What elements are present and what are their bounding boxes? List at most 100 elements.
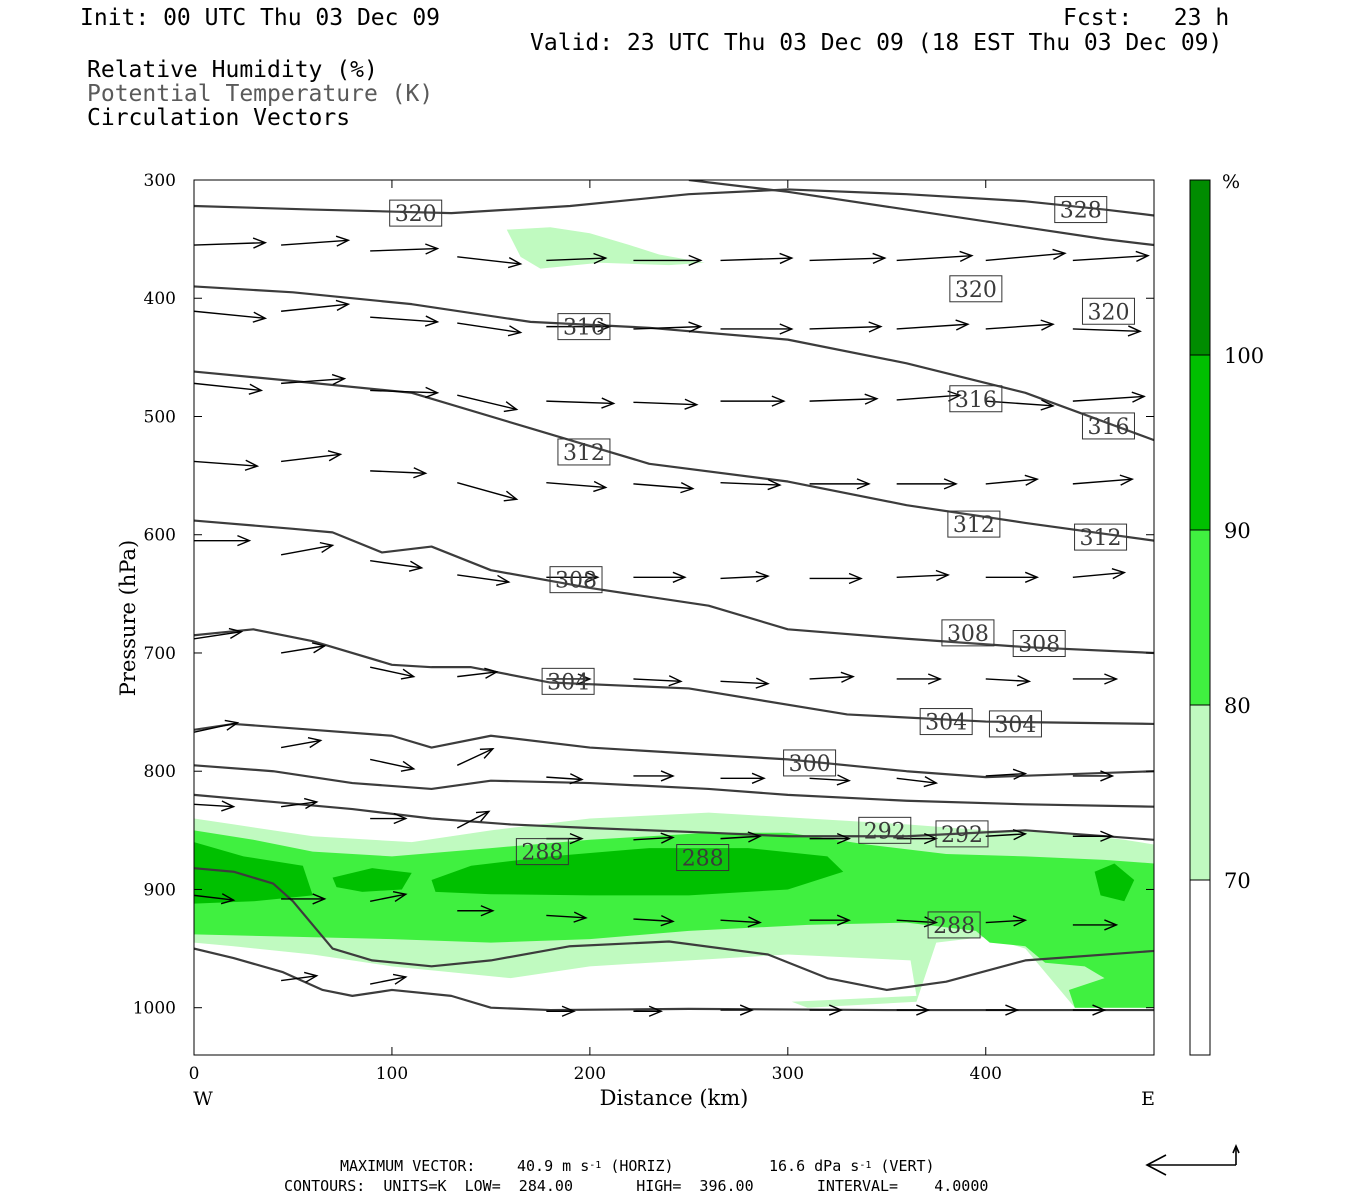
vector-head [507,325,523,337]
vector-head [1005,1004,1020,1016]
theta-label-box [549,566,603,594]
vector-head [864,393,879,405]
wind-vector [1072,391,1146,403]
rh-region-90 [332,868,412,892]
vector-shaft [546,776,583,781]
wind-vector [457,256,523,269]
field-rh: Relative Humidity (%) [87,57,378,83]
theta-label-text: 288 [933,914,975,939]
init-time: Init: 00 UTC Thu 03 Dec 09 [80,5,441,31]
max-vert-value: 16.6 dPa s [769,1157,860,1175]
vector-shaft [720,575,769,580]
vector-shaft [370,666,414,678]
wind-vector [633,321,703,333]
east-label: E [1141,1088,1155,1110]
vector-head [573,911,588,923]
wind-vector [370,467,428,479]
wind-vector [281,299,351,312]
vector-head [311,642,327,654]
wind-vector [280,642,327,654]
valid-time: Valid: 23 UTC Thu 03 Dec 09 (18 EST Thu … [530,30,1223,56]
rh-region-90 [1094,863,1135,902]
vector-head [747,916,762,928]
vector-head [593,480,608,493]
vector-head [1040,319,1055,331]
vector-head [868,321,883,333]
vector-head [1131,391,1146,403]
vector-head [1024,474,1040,486]
theta-label-text: 304 [925,711,967,736]
vector-head [393,812,408,825]
wind-vector [194,627,244,640]
vector-head [425,386,440,399]
vector-shaft [281,239,349,246]
vector-head [507,257,523,269]
reference-vector-icon [1145,1143,1240,1176]
vector-head [1104,673,1119,685]
theta-label-text: 308 [1018,633,1060,658]
vector-head [335,235,351,247]
vector-shaft [809,325,881,330]
vector-shaft [985,919,1026,924]
theta-contour-324 [688,180,1154,247]
vector-shaft [281,801,317,808]
vector-shaft [281,453,341,463]
vector-shaft [546,257,606,262]
vector-shaft [194,382,262,392]
vector-head [244,459,260,471]
vector-head [1052,248,1067,260]
vector-shaft [985,400,1054,407]
axis-layer: 300 400 500 600 700 800 900 1000 0 100 200 300 400 [133,171,1154,1084]
field-theta: Potential Temperature (K) [87,81,434,107]
vector-shaft [809,777,850,782]
theta-label-box [389,199,443,227]
wind-vector [896,319,970,331]
vector-shaft [1072,395,1145,402]
vector-head [1012,915,1028,927]
wind-vector [809,671,855,683]
wind-vector [1072,474,1135,486]
wind-vector [720,831,762,843]
wind-vector [281,893,327,905]
wind-vector [281,373,347,386]
vector-head [688,254,703,267]
wind-vector [457,394,519,413]
wind-vector [633,1005,663,1017]
theta-label-box [1054,196,1108,224]
theta-label: 308 [549,566,603,594]
vector-shaft [633,401,697,406]
vector-head [479,747,495,759]
wind-vector [546,773,584,785]
y-axis-label: Pressure (hPa) [116,540,140,696]
vector-shaft [457,394,517,411]
y-tick-label: 300 [144,171,176,191]
theta-label: 316 [557,313,611,341]
vector-head [1016,675,1032,687]
vector-head [228,627,244,640]
plot-frame [193,179,1155,1056]
theta-label-box [783,749,837,777]
theta-label-text: 320 [395,202,437,227]
vector-shaft [370,560,422,569]
vector-head [739,1004,755,1016]
vector-shaft [546,482,606,489]
vector-shaft [985,323,1054,330]
vector-head [767,478,782,491]
wind-vector [370,386,440,399]
theta-label: 292 [858,816,912,844]
vector-head [220,893,236,905]
vector-head [224,719,240,731]
wind-vector [809,914,851,926]
vector-head [688,321,703,333]
theta-label-text: 316 [563,316,605,341]
theta-label-box [557,438,611,466]
vector-head [1040,399,1055,411]
vector-head [561,1005,576,1017]
vector-head [779,252,794,265]
vector-head [840,671,855,683]
wind-vector [985,571,1040,583]
vector-head [413,467,428,479]
vector-head [660,915,675,927]
vector-head [1012,828,1028,841]
theta-label: 288 [515,838,569,866]
